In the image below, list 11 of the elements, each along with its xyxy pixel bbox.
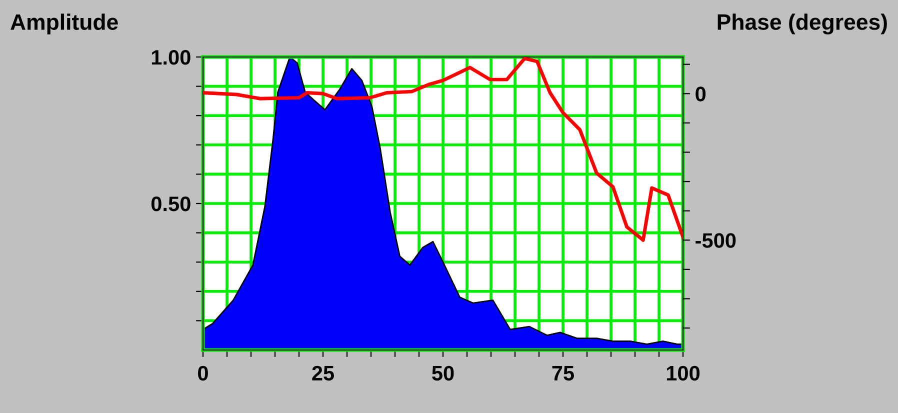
x-tick-label: 100 (666, 366, 700, 381)
y2-axis-title: Phase (degrees) (718, 14, 887, 34)
x-tick-label: 25 (312, 366, 334, 381)
x-tick-label: 75 (552, 366, 574, 381)
y2-tick-label: 0 (696, 86, 706, 102)
y2-tick-label: -500 (696, 233, 736, 248)
y-tick-label: 1.00 (152, 50, 190, 65)
x-tick-label: 0 (198, 366, 208, 381)
y-tick-label: 0.50 (151, 196, 190, 212)
x-tick-label: 50 (432, 366, 454, 381)
y-axis-title: Amplitude (10, 14, 118, 34)
